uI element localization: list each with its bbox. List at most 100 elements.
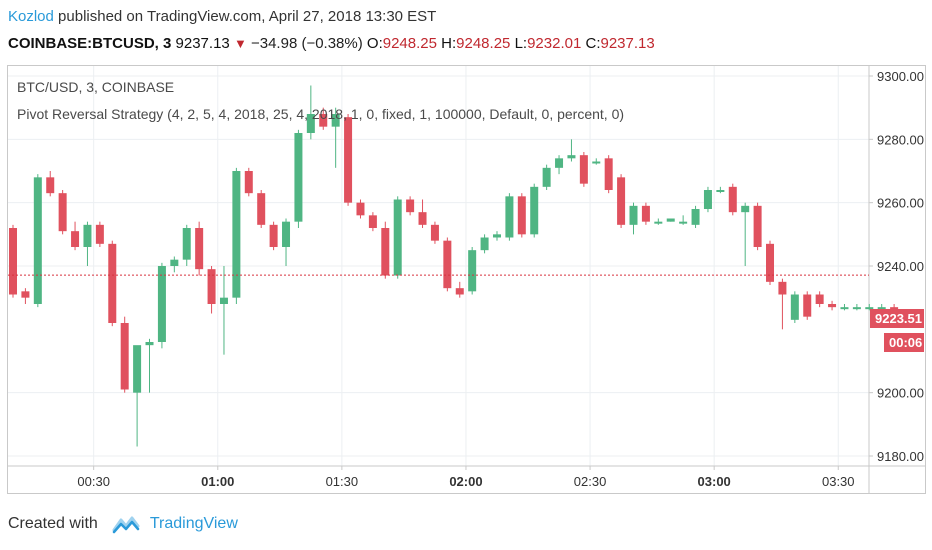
candle-body (9, 228, 17, 295)
candle-body (418, 212, 427, 225)
y-tick-label: 9280.00 (877, 132, 924, 147)
tradingview-logo-icon[interactable] (112, 514, 140, 534)
candle-body (492, 234, 501, 238)
candle-body (344, 117, 353, 203)
x-tick-label: 01:30 (326, 474, 359, 489)
x-tick-label: 02:00 (449, 474, 482, 489)
close-label: C: (585, 35, 601, 52)
low-label: L: (514, 35, 528, 52)
candle-body (741, 205, 750, 213)
candle-body (406, 199, 415, 213)
candle-body (282, 221, 291, 247)
candle-body (319, 114, 328, 127)
candle-body (33, 177, 42, 304)
study-legend[interactable]: Pivot Reversal Strategy (4, 2, 5, 4, 201… (17, 106, 625, 122)
candle-body (46, 177, 55, 194)
candle-body (840, 307, 849, 310)
y-tick-label: 9180.00 (877, 449, 924, 464)
low-value: 9232.01 (527, 35, 582, 52)
countdown-label: 00:06 (889, 335, 922, 350)
candle-body (21, 291, 30, 298)
publish-info: Kozlod published on TradingView.com, Apr… (8, 8, 436, 28)
candle-body (430, 224, 439, 241)
y-tick-label: 9240.00 (877, 259, 924, 274)
candle-body (592, 161, 601, 164)
candle-body (331, 114, 340, 127)
symbol-label: COINBASE:BTCUSD, 3 (8, 35, 172, 52)
candle-body (71, 231, 80, 247)
symbol-info-bar: COINBASE:BTCUSD, 3 9237.13 ▼ −34.98 (−0.… (8, 35, 655, 55)
candle-body (666, 218, 675, 222)
high-label: H: (441, 35, 457, 52)
price-label-bg (870, 309, 924, 328)
footer: Created with TradingView (8, 512, 238, 536)
x-tick-label: 00:30 (77, 474, 110, 489)
x-tick-label: 03:30 (822, 474, 855, 489)
published-text: published on TradingView.com, April 27, … (53, 8, 437, 25)
candle-body (803, 294, 812, 317)
down-arrow-icon: ▼ (233, 36, 247, 51)
candle-body (654, 221, 663, 224)
candle-body (542, 167, 551, 187)
candle-body (207, 269, 216, 304)
x-tick-label: 03:00 (698, 474, 731, 489)
candle-body (517, 196, 526, 235)
x-tick-label: 02:30 (574, 474, 607, 489)
candle-body (393, 199, 402, 276)
candle-body (120, 323, 129, 390)
created-with-text: Created with (8, 515, 98, 532)
candle-body (455, 288, 464, 295)
candle-body (145, 342, 154, 346)
candle-body (877, 307, 886, 310)
candle-body (468, 250, 477, 292)
candle-body (641, 205, 650, 222)
candle-body (728, 186, 737, 213)
candle-body (182, 228, 191, 260)
last-price: 9237.13 (175, 35, 230, 52)
candle-body (381, 228, 390, 276)
candle-body (219, 297, 228, 304)
candle-body (604, 158, 613, 190)
candle-body (133, 345, 142, 393)
candle-body (753, 205, 762, 247)
candle-body (443, 240, 452, 289)
candle-body (790, 294, 799, 320)
open-label: O: (366, 35, 383, 52)
candle-body (195, 228, 204, 270)
candle-body (356, 202, 365, 216)
candle-body (244, 171, 253, 194)
candle-body (232, 171, 241, 298)
candle-body (58, 193, 67, 232)
candle-body (530, 186, 539, 235)
candle-body (95, 224, 104, 244)
author-link[interactable]: Kozlod (8, 8, 54, 25)
price-label: 9223.51 (875, 311, 922, 326)
candle-body (865, 307, 874, 310)
close-value: 9237.13 (600, 35, 655, 52)
candle-body (306, 114, 315, 133)
candle-body (691, 209, 700, 225)
candle-body (766, 243, 775, 282)
candle-body (567, 155, 576, 159)
tradingview-brand[interactable]: TradingView (149, 515, 238, 532)
candle-body (269, 224, 278, 247)
candle-body (815, 294, 824, 304)
candle-body (716, 190, 725, 192)
candle-body (555, 158, 564, 168)
y-tick-label: 9300.00 (877, 69, 924, 84)
candle-body (83, 224, 92, 247)
candle-body (294, 133, 303, 222)
candle-body (257, 193, 266, 225)
candle-body (778, 281, 787, 295)
price-change: −34.98 (−0.38%) (250, 35, 363, 52)
time-label-bg (884, 333, 924, 352)
candle-body (170, 259, 179, 266)
y-tick-label: 9200.00 (877, 386, 924, 401)
candle-body (157, 266, 166, 342)
series-legend[interactable]: BTC/USD, 3, COINBASE (17, 79, 175, 95)
candle-body (505, 196, 514, 238)
candle-body (679, 221, 688, 224)
candle-body (617, 177, 626, 225)
open-value: 9248.25 (382, 35, 437, 52)
